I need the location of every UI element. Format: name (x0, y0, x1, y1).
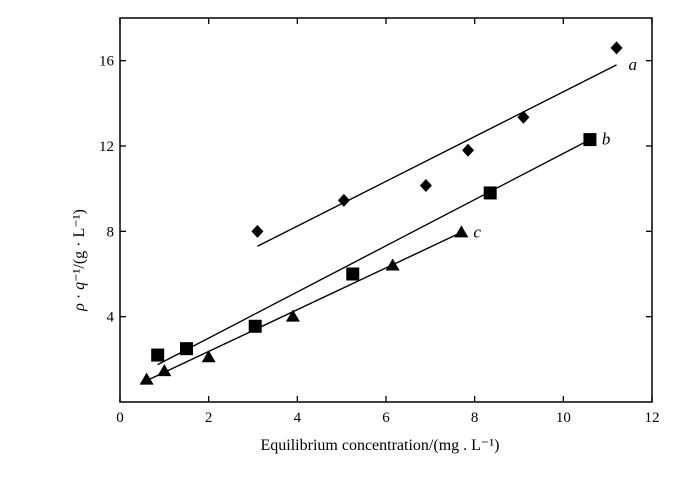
fit-lines (146, 64, 617, 382)
x-tick-label: 10 (556, 410, 571, 426)
y-axis-title-q: q (71, 282, 88, 290)
data-point-c (201, 350, 216, 363)
series-label-a: a (629, 55, 638, 74)
data-point-b (180, 342, 193, 356)
x-tick-label: 0 (116, 410, 124, 426)
data-point-b (483, 186, 497, 200)
axis-ticks (119, 18, 653, 402)
data-point-a (462, 143, 475, 157)
data-point-c (285, 309, 300, 322)
data-point-b (583, 133, 597, 147)
data-point-c (385, 258, 400, 271)
data-point-a (251, 224, 264, 238)
data-point-a (419, 178, 432, 192)
data-point-a (337, 193, 350, 207)
y-tick-label: 4 (107, 310, 115, 326)
data-point-b (346, 267, 360, 281)
data-point-b (248, 319, 262, 333)
plot-border (119, 17, 653, 403)
y-axis-title-dot: · (71, 290, 88, 303)
x-tick-label: 2 (205, 410, 213, 426)
data-point-c (139, 372, 154, 385)
x-tick-label: 8 (471, 410, 479, 426)
y-tick-label: 8 (107, 224, 115, 240)
data-point-a (610, 41, 623, 55)
x-tick-label: 4 (294, 410, 302, 426)
series-label-b: b (602, 130, 611, 149)
y-tick-label: 16 (99, 54, 115, 70)
x-tick-label: 12 (645, 410, 660, 426)
data-point-c (454, 225, 469, 238)
x-axis-title: Equilibrium concentration/(mg . L⁻¹) (261, 437, 500, 454)
x-tick-label: 6 (382, 410, 390, 426)
plot-frame (119, 17, 653, 403)
fit-line-a (257, 64, 617, 247)
fit-line-b (157, 138, 591, 366)
y-tick-label: 12 (99, 139, 114, 155)
y-axis-title-unit: ⁻¹/(g · L⁻¹) (71, 209, 88, 282)
data-markers (139, 41, 623, 385)
axis-labels: 0 2 4 6 8 10 12 4 8 12 16 a b c (99, 54, 660, 426)
data-point-a (517, 110, 530, 124)
series-label-c: c (473, 222, 481, 241)
data-point-b (151, 348, 165, 362)
y-axis-title-rho: ρ (71, 303, 88, 312)
y-axis-title: ρ · q⁻¹/(g · L⁻¹) (71, 209, 88, 312)
data-point-c (157, 364, 172, 377)
fit-line-c (146, 231, 462, 382)
